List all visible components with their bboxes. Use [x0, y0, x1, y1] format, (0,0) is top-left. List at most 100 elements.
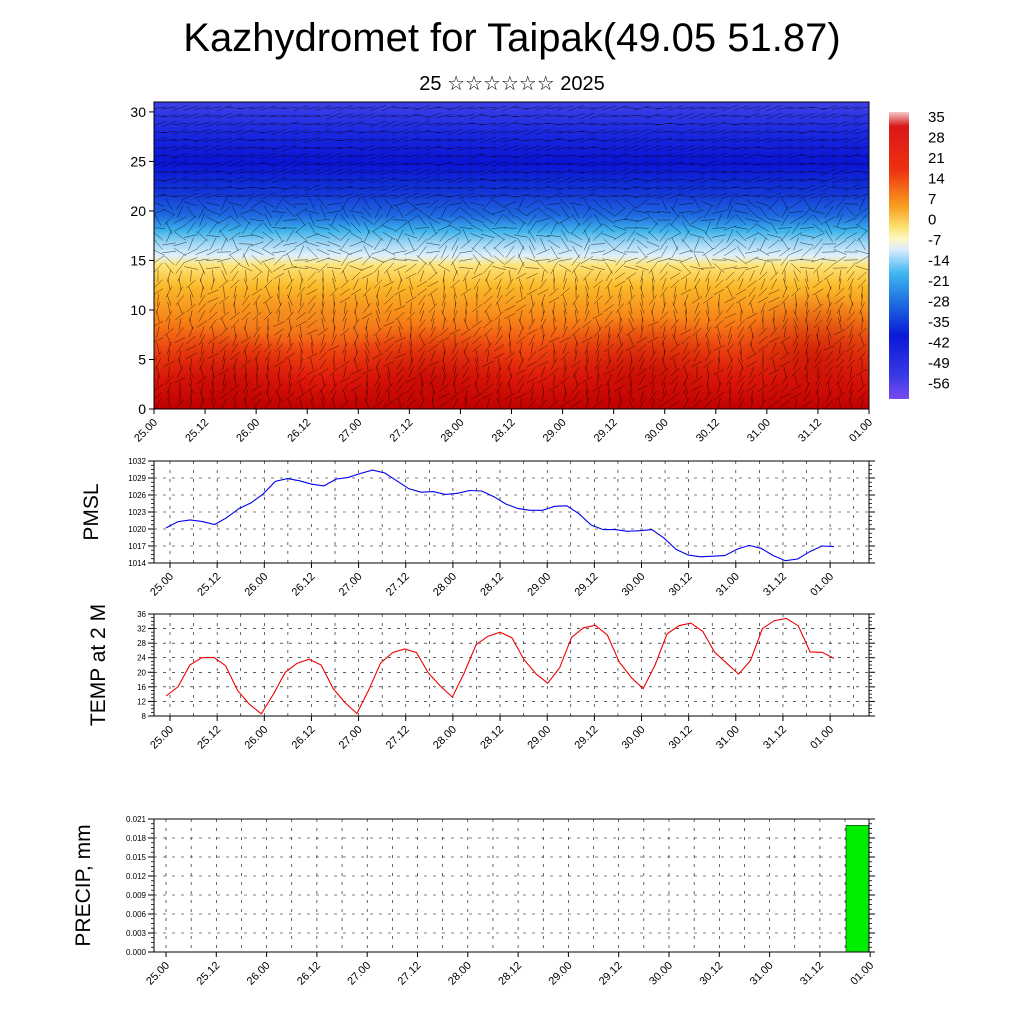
- wind-arrow: [781, 295, 789, 305]
- wind-arrow: [491, 178, 507, 182]
- y-tick-label: 1032: [128, 457, 146, 466]
- wind-arrow: [838, 398, 842, 409]
- wind-arrow: [425, 106, 441, 110]
- wind-arrow: [392, 154, 408, 158]
- wind-arrow: [244, 398, 248, 409]
- wind-arrow: [769, 271, 779, 281]
- wind-arrow: [508, 398, 512, 409]
- x-tick-label: 01.00: [848, 960, 876, 988]
- wind-arrow: [417, 246, 427, 258]
- wind-arrow: [572, 205, 580, 219]
- wind-arrow: [579, 178, 595, 182]
- wind-arrow: [585, 390, 589, 402]
- wind-arrow: [541, 390, 545, 402]
- wind-arrow: [300, 325, 302, 339]
- wind-arrow: [458, 169, 474, 175]
- wind-arrow: [373, 327, 383, 337]
- wind-arrow: [460, 328, 472, 336]
- wind-arrow: [410, 301, 412, 315]
- wind-arrow: [722, 154, 738, 158]
- wind-arrow: [540, 366, 546, 378]
- wind-arrow: [199, 278, 205, 290]
- wind-arrow: [799, 130, 815, 134]
- wind-arrow: [556, 115, 574, 117]
- wind-arrow: [288, 318, 292, 330]
- wind-arrow: [186, 206, 196, 218]
- wind-arrow: [469, 170, 485, 174]
- wind-arrow: [465, 397, 467, 409]
- wind-arrow: [515, 296, 527, 304]
- wind-arrow: [385, 382, 393, 394]
- wind-arrow: [636, 336, 648, 344]
- wind-arrow: [173, 216, 187, 224]
- wind-arrow: [442, 318, 446, 330]
- x-tick-label: 27.12: [388, 417, 416, 445]
- wind-arrow: [590, 169, 606, 175]
- wind-arrow: [360, 240, 374, 248]
- wind-arrow: [766, 192, 782, 200]
- wind-arrow: [197, 376, 207, 384]
- wind-arrow: [402, 163, 420, 165]
- wind-arrow: [315, 185, 331, 191]
- wind-arrow: [330, 382, 338, 394]
- wind-arrow: [395, 311, 405, 321]
- wind-arrow: [856, 368, 868, 376]
- chart-subtitle: 25 ☆☆☆☆☆☆ 2025: [419, 73, 605, 95]
- wind-arrow: [813, 238, 823, 250]
- wind-arrow: [846, 359, 856, 369]
- wind-arrow: [160, 195, 178, 197]
- wind-arrow: [567, 171, 585, 173]
- wind-arrow: [210, 398, 215, 409]
- wind-arrow: [340, 399, 350, 409]
- wind-arrow: [259, 147, 277, 149]
- wind-arrow: [557, 105, 573, 111]
- x-tick-label: 26.00: [234, 417, 262, 445]
- wind-arrow: [656, 169, 672, 175]
- wind-arrow: [372, 352, 384, 360]
- wind-arrow: [717, 382, 721, 394]
- y-tick-label: 32: [137, 625, 146, 634]
- wind-arrow: [793, 334, 799, 346]
- wind-arrow: [505, 287, 515, 297]
- wind-arrow: [663, 341, 665, 355]
- wind-arrow: [843, 184, 859, 192]
- y-tick-label: 0: [138, 401, 146, 417]
- wind-arrow: [393, 250, 407, 254]
- x-tick-label: 30.12: [667, 571, 695, 599]
- wind-arrow: [669, 352, 681, 360]
- wind-arrow: [832, 106, 848, 110]
- wind-arrow: [651, 382, 655, 394]
- y-tick-label: 0.015: [126, 853, 147, 862]
- wind-arrow: [558, 258, 572, 262]
- wind-arrow: [569, 240, 583, 248]
- wind-arrow: [758, 327, 768, 337]
- wind-arrow: [476, 293, 478, 307]
- wind-arrow: [452, 358, 458, 370]
- wind-arrow: [656, 106, 672, 110]
- wind-arrow: [374, 374, 382, 386]
- wind-arrow: [574, 350, 578, 362]
- wind-arrow: [332, 310, 336, 322]
- wind-arrow: [736, 246, 746, 258]
- wind-arrow: [647, 321, 659, 327]
- wind-arrow: [446, 187, 464, 189]
- wind-arrow: [491, 130, 507, 134]
- wind-arrow: [735, 288, 747, 296]
- wind-arrow: [634, 145, 650, 151]
- wind-arrow: [364, 398, 370, 409]
- wind-arrow: [171, 171, 189, 173]
- wind-arrow: [714, 279, 724, 289]
- wind-arrow: [799, 185, 815, 191]
- wind-arrow: [562, 278, 568, 290]
- wind-arrow: [623, 186, 639, 190]
- wind-arrow: [755, 137, 771, 143]
- wind-arrow: [165, 221, 173, 235]
- wind-arrow: [713, 368, 725, 376]
- wind-arrow: [782, 286, 788, 298]
- wind-arrow: [374, 205, 382, 219]
- wind-arrow: [706, 318, 710, 330]
- wind-arrow: [326, 121, 342, 127]
- wind-arrow: [750, 398, 754, 409]
- wind-arrow: [700, 138, 716, 142]
- wind-arrow: [799, 178, 815, 182]
